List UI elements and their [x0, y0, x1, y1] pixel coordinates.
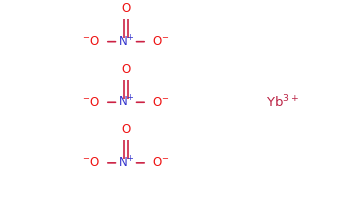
Text: O: O	[121, 63, 131, 76]
Text: O: O	[121, 2, 131, 15]
Text: O$^{-}$: O$^{-}$	[152, 35, 170, 48]
Text: N$^{+}$: N$^{+}$	[118, 95, 134, 110]
Text: O$^{-}$: O$^{-}$	[152, 156, 170, 169]
Text: O$^{-}$: O$^{-}$	[152, 96, 170, 109]
Text: O: O	[121, 123, 131, 136]
Text: $^{-}$O: $^{-}$O	[82, 35, 100, 48]
Text: N$^{+}$: N$^{+}$	[118, 155, 134, 171]
Text: Yb$^{3+}$: Yb$^{3+}$	[266, 94, 299, 111]
Text: $^{-}$O: $^{-}$O	[82, 156, 100, 169]
Text: $^{-}$O: $^{-}$O	[82, 96, 100, 109]
Text: N$^{+}$: N$^{+}$	[118, 34, 134, 49]
